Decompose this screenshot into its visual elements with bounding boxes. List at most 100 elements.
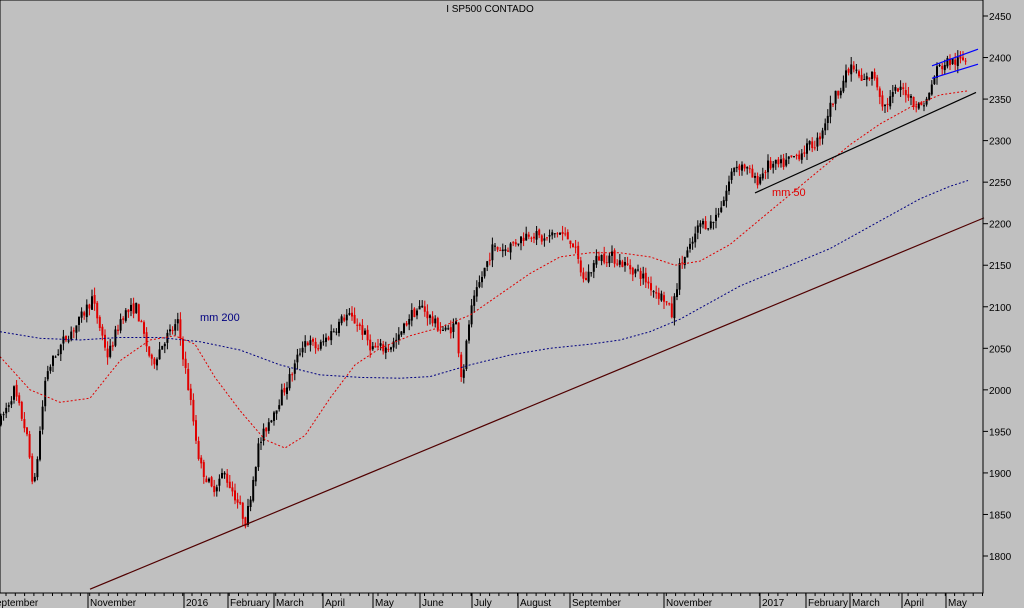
- candle: [574, 239, 577, 254]
- candle: [296, 348, 299, 370]
- candle: [169, 324, 171, 336]
- candle: [741, 161, 743, 176]
- candle: [377, 339, 379, 349]
- candle: [200, 455, 203, 469]
- candle: [743, 163, 746, 172]
- candle: [236, 492, 239, 509]
- candle: [416, 308, 418, 320]
- candle: [46, 365, 49, 382]
- candle: [0, 413, 2, 427]
- candle: [150, 353, 153, 366]
- candle: [330, 324, 333, 346]
- candle: [811, 137, 814, 153]
- candle: [335, 328, 338, 336]
- candle: [18, 392, 21, 406]
- candle: [267, 418, 270, 434]
- candle: [374, 342, 377, 348]
- candle: [582, 267, 585, 283]
- candle: [228, 474, 231, 489]
- candle: [439, 322, 442, 334]
- candle: [746, 166, 749, 175]
- candle: [842, 75, 845, 94]
- candle: [137, 303, 140, 322]
- candle: [434, 315, 437, 328]
- candle: [860, 68, 863, 81]
- candle: [616, 259, 619, 267]
- candle: [907, 86, 910, 102]
- candle: [187, 362, 190, 391]
- long-term-support-trendline: [89, 217, 985, 590]
- candle: [733, 167, 736, 176]
- candle: [964, 58, 967, 65]
- candle: [902, 82, 905, 96]
- candle: [577, 241, 580, 264]
- candle: [759, 174, 762, 186]
- candle: [460, 351, 463, 382]
- candle: [145, 327, 148, 352]
- candle: [280, 383, 283, 406]
- candle: [262, 423, 265, 446]
- candle: [72, 327, 75, 339]
- candle: [442, 326, 444, 332]
- candle: [551, 229, 554, 240]
- candle: [611, 245, 613, 264]
- candle: [288, 367, 291, 391]
- candle: [501, 243, 504, 258]
- candle: [179, 312, 182, 346]
- candle: [306, 341, 309, 346]
- candle: [270, 419, 273, 423]
- candle: [509, 242, 512, 260]
- candle: [353, 307, 356, 324]
- candle: [923, 102, 925, 112]
- candle: [52, 355, 54, 372]
- candle: [325, 333, 327, 347]
- candle: [764, 169, 767, 180]
- candle: [634, 268, 637, 278]
- candle: [808, 140, 811, 151]
- candle: [351, 306, 353, 321]
- candle: [904, 82, 907, 103]
- candle: [23, 412, 26, 433]
- candle: [681, 255, 684, 269]
- candle: [535, 226, 538, 246]
- y-tick-label: 1850: [989, 510, 1012, 521]
- candle: [699, 220, 702, 234]
- candle: [44, 377, 47, 412]
- candle: [514, 239, 517, 247]
- candle: [925, 96, 928, 107]
- candle: [161, 345, 164, 350]
- candle: [522, 232, 525, 247]
- candle: [418, 300, 421, 310]
- candle: [254, 466, 257, 487]
- candle: [592, 259, 595, 279]
- candle: [33, 472, 36, 483]
- candle: [104, 329, 106, 351]
- x-tick-label: eptember: [0, 598, 39, 608]
- candle: [847, 67, 850, 76]
- candle: [946, 55, 949, 69]
- candle: [793, 156, 795, 158]
- x-tick-label: April: [904, 598, 924, 608]
- candle: [748, 165, 751, 174]
- candle: [871, 71, 873, 86]
- ma50-label: mm 50: [772, 187, 806, 199]
- candle: [704, 216, 707, 230]
- candle: [78, 316, 80, 332]
- candle: [673, 293, 676, 326]
- x-tick-label: May: [375, 598, 394, 608]
- candle: [2, 411, 5, 421]
- candle: [413, 307, 416, 318]
- candle: [559, 232, 561, 235]
- candle: [670, 296, 673, 319]
- candle: [886, 97, 889, 113]
- candle: [54, 355, 57, 358]
- candle: [486, 260, 489, 272]
- candle: [642, 266, 645, 285]
- candle: [348, 308, 351, 316]
- y-tick-label: 2050: [989, 344, 1012, 355]
- candle: [938, 63, 941, 67]
- candle: [837, 90, 840, 99]
- candle: [470, 298, 473, 328]
- candle: [462, 364, 465, 384]
- candle: [41, 400, 44, 435]
